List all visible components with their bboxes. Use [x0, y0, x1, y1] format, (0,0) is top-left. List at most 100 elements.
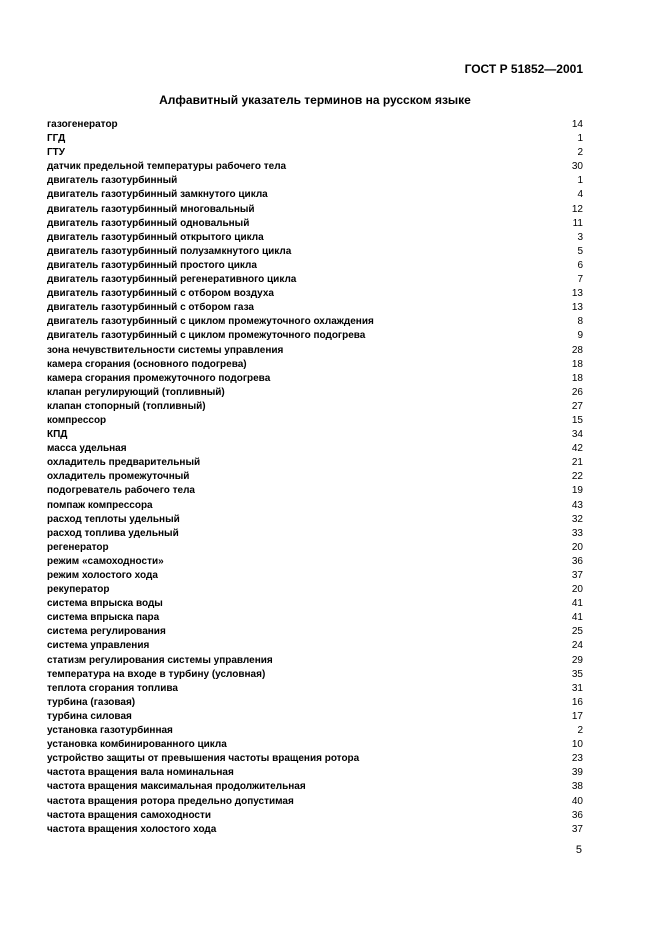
index-term: частота вращения ротора предельно допуст…: [47, 795, 294, 807]
index-ref: 41: [571, 598, 583, 610]
index-ref: 42: [571, 443, 583, 455]
index-term: система впрыска пара: [47, 612, 160, 624]
index-entry: двигатель газотурбинный полузамкнутого ц…: [47, 245, 583, 259]
index-ref: 37: [571, 823, 583, 835]
index-entry: система регулирования 25: [47, 625, 583, 639]
index-ref: 20: [571, 541, 583, 553]
index-term: частота вращения вала номинальная: [47, 767, 234, 779]
index-entry: система впрыска пара 41: [47, 611, 583, 625]
index-entry: турбина силовая 17: [47, 710, 583, 724]
index-ref: 12: [571, 203, 583, 215]
index-ref: 25: [571, 626, 583, 638]
index-term: охладитель промежуточный: [47, 471, 190, 483]
index-entry: двигатель газотурбинный с циклом промежу…: [47, 315, 583, 329]
index-entry: частота вращения ротора предельно допуст…: [47, 795, 583, 809]
index-term: масса удельная: [47, 443, 127, 455]
index-term: установка газотурбинная: [47, 725, 173, 737]
index-entry: двигатель газотурбинный одновальный 11: [47, 217, 583, 231]
index-ref: 18: [571, 372, 583, 384]
index-entry: зона нечувствительности системы управлен…: [47, 344, 583, 358]
index-term: двигатель газотурбинный замкнутого цикла: [47, 189, 268, 201]
index-term: регенератор: [47, 541, 109, 553]
index-ref: 21: [571, 457, 583, 469]
index-term: двигатель газотурбинный: [47, 175, 178, 187]
index-term: двигатель газотурбинный открытого цикла: [47, 231, 264, 243]
index-entry: масса удельная 42: [47, 442, 583, 456]
index-term: режим холостого хода: [47, 570, 158, 581]
index-entry: частота вращения вала номинальная 39: [47, 766, 583, 780]
index-term: режим «самоходности»: [47, 555, 164, 567]
index-term: рекуператор: [47, 584, 110, 596]
index-entry: турбина (газовая) 16: [47, 696, 583, 710]
index-term: двигатель газотурбинный с отбором воздух…: [47, 288, 274, 300]
index-entry: расход топлива удельный 33: [47, 527, 583, 541]
index-entry: частота вращения максимальная продолжите…: [47, 780, 583, 794]
index-ref: 5: [577, 245, 583, 257]
index-ref: 10: [571, 739, 583, 751]
index-entry: ГТУ 2: [47, 146, 583, 160]
index-term: газогенератор: [47, 119, 118, 130]
index-entry: система впрыска воды 41: [47, 597, 583, 611]
index-ref: 14: [571, 119, 583, 130]
index-entry: двигатель газотурбинный регенеративного …: [47, 273, 583, 287]
index-ref: 33: [571, 527, 583, 539]
index-ref: 38: [571, 781, 583, 793]
index-term: ГТУ: [47, 147, 65, 159]
index-entry: двигатель газотурбинный с отбором воздух…: [47, 287, 583, 301]
index-entry: двигатель газотурбинный с отбором газа 13: [47, 301, 583, 315]
index-term: установка комбинированного цикла: [47, 739, 227, 751]
index-ref: 41: [571, 612, 583, 624]
index-term: двигатель газотурбинный регенеративного …: [47, 274, 297, 286]
index-term: двигатель газотурбинный многовальный: [47, 203, 255, 215]
index-entry: установка газотурбинная 2: [47, 724, 583, 738]
index-entry: регенератор 20: [47, 541, 583, 555]
index-ref: 43: [571, 499, 583, 511]
index-entry: режим холостого хода 37: [47, 569, 583, 583]
index-term: камера сгорания (основного подогрева): [47, 358, 247, 370]
index-term: двигатель газотурбинный одновальный: [47, 217, 250, 229]
index-entry: ГГД 1: [47, 132, 583, 146]
index-entry: частота вращения самоходности 36: [47, 809, 583, 823]
index-entry: двигатель газотурбинный открытого цикла 3: [47, 231, 583, 245]
index-ref: 1: [577, 175, 583, 187]
index-ref: 8: [577, 316, 583, 328]
index-entry: температура на входе в турбину (условная…: [47, 668, 583, 682]
index-ref: 34: [571, 429, 583, 441]
index-ref: 27: [571, 400, 583, 412]
index-term: двигатель газотурбинный простого цикла: [47, 259, 257, 271]
index-entry: устройство защиты от превышения частоты …: [47, 752, 583, 766]
index-ref: 32: [571, 513, 583, 525]
index-ref: 20: [571, 584, 583, 596]
index-entry: установка комбинированного цикла 10: [47, 738, 583, 752]
index-term: расход теплоты удельный: [47, 513, 180, 525]
index-ref: 35: [571, 668, 583, 680]
index-term: статизм регулирования системы управления: [47, 654, 273, 666]
index-entry: режим «самоходности» 36: [47, 555, 583, 569]
index-ref: 24: [571, 640, 583, 652]
index-ref: 13: [571, 288, 583, 300]
document-header: ГОСТ Р 51852—2001: [464, 62, 583, 76]
index-term: ГГД: [47, 133, 66, 145]
term-index: газогенератор 14 ГГД 1 ГТУ 2 датчик предельной…: [47, 118, 583, 837]
index-ref: 40: [571, 795, 583, 807]
index-term: камера сгорания промежуточного подогрева: [47, 372, 271, 384]
index-entry: двигатель газотурбинный многовальный 12: [47, 203, 583, 217]
index-term: помпаж компрессора: [47, 499, 153, 511]
index-term: клапан регулирующий (топливный): [47, 386, 225, 398]
index-entry: помпаж компрессора 43: [47, 499, 583, 513]
index-ref: 1: [577, 133, 583, 145]
index-ref: 36: [571, 809, 583, 821]
index-term: расход топлива удельный: [47, 527, 179, 539]
index-term: двигатель газотурбинный полузамкнутого ц…: [47, 245, 292, 257]
index-term: КПД: [47, 429, 68, 441]
index-ref: 2: [577, 725, 583, 737]
index-entry: расход теплоты удельный 32: [47, 513, 583, 527]
index-entry: датчик предельной температуры рабочего т…: [47, 160, 583, 174]
index-entry: двигатель газотурбинный с циклом промежу…: [47, 329, 583, 343]
index-term: компрессор: [47, 414, 107, 426]
index-entry: статизм регулирования системы управления…: [47, 654, 583, 668]
index-term: теплота сгорания топлива: [47, 682, 178, 694]
index-ref: 4: [577, 189, 583, 201]
index-term: устройство защиты от превышения частоты …: [47, 753, 360, 765]
index-term: частота вращения самоходности: [47, 809, 212, 821]
